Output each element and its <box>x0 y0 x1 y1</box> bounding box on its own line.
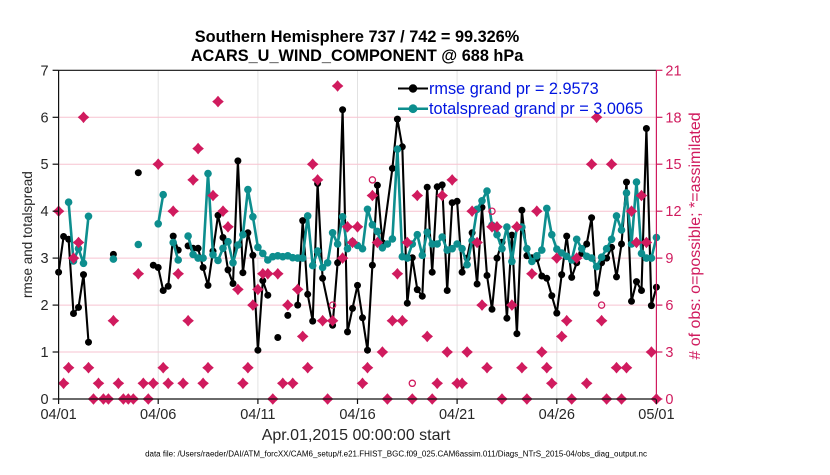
svg-text:totalspread grand pr = 3.0065: totalspread grand pr = 3.0065 <box>429 100 643 118</box>
svg-text:0: 0 <box>41 392 49 408</box>
svg-text:04/21: 04/21 <box>439 407 475 423</box>
svg-text:# of obs: o=possible; *=assimi: # of obs: o=possible; *=assimilated <box>687 112 704 359</box>
svg-text:rmse grand pr = 2.9573: rmse grand pr = 2.9573 <box>429 80 599 98</box>
svg-text:04/01: 04/01 <box>40 407 76 423</box>
svg-text:3: 3 <box>41 251 49 267</box>
svg-text:1: 1 <box>41 345 49 361</box>
svg-text:4: 4 <box>41 204 49 220</box>
svg-text:3: 3 <box>665 345 673 361</box>
svg-text:Southern Hemisphere 737 / 742: Southern Hemisphere 737 / 742 = 99.326% <box>195 28 520 46</box>
svg-text:rmse and totalspread: rmse and totalspread <box>20 171 35 298</box>
svg-text:data file: /Users/raeder/DAI/A: data file: /Users/raeder/DAI/ATM_forcXX/… <box>145 450 647 459</box>
svg-text:Apr.01,2015 00:00:00 start: Apr.01,2015 00:00:00 start <box>262 427 451 444</box>
svg-text:2: 2 <box>41 298 49 314</box>
svg-text:04/16: 04/16 <box>339 407 375 423</box>
svg-text:6: 6 <box>41 110 49 126</box>
svg-text:ACARS_U_WIND_COMPONENT @ 688 h: ACARS_U_WIND_COMPONENT @ 688 hPa <box>191 47 524 65</box>
svg-text:15: 15 <box>665 157 681 173</box>
svg-text:7: 7 <box>41 63 49 79</box>
svg-text:6: 6 <box>665 298 673 314</box>
svg-text:05/01: 05/01 <box>638 407 674 423</box>
svg-text:5: 5 <box>41 157 49 173</box>
svg-text:04/06: 04/06 <box>140 407 176 423</box>
svg-text:21: 21 <box>665 63 681 79</box>
svg-text:18: 18 <box>665 110 681 126</box>
svg-text:9: 9 <box>665 251 673 267</box>
svg-text:0: 0 <box>665 392 673 408</box>
svg-text:04/11: 04/11 <box>240 407 275 423</box>
svg-text:04/26: 04/26 <box>539 407 575 423</box>
svg-text:12: 12 <box>665 204 681 220</box>
